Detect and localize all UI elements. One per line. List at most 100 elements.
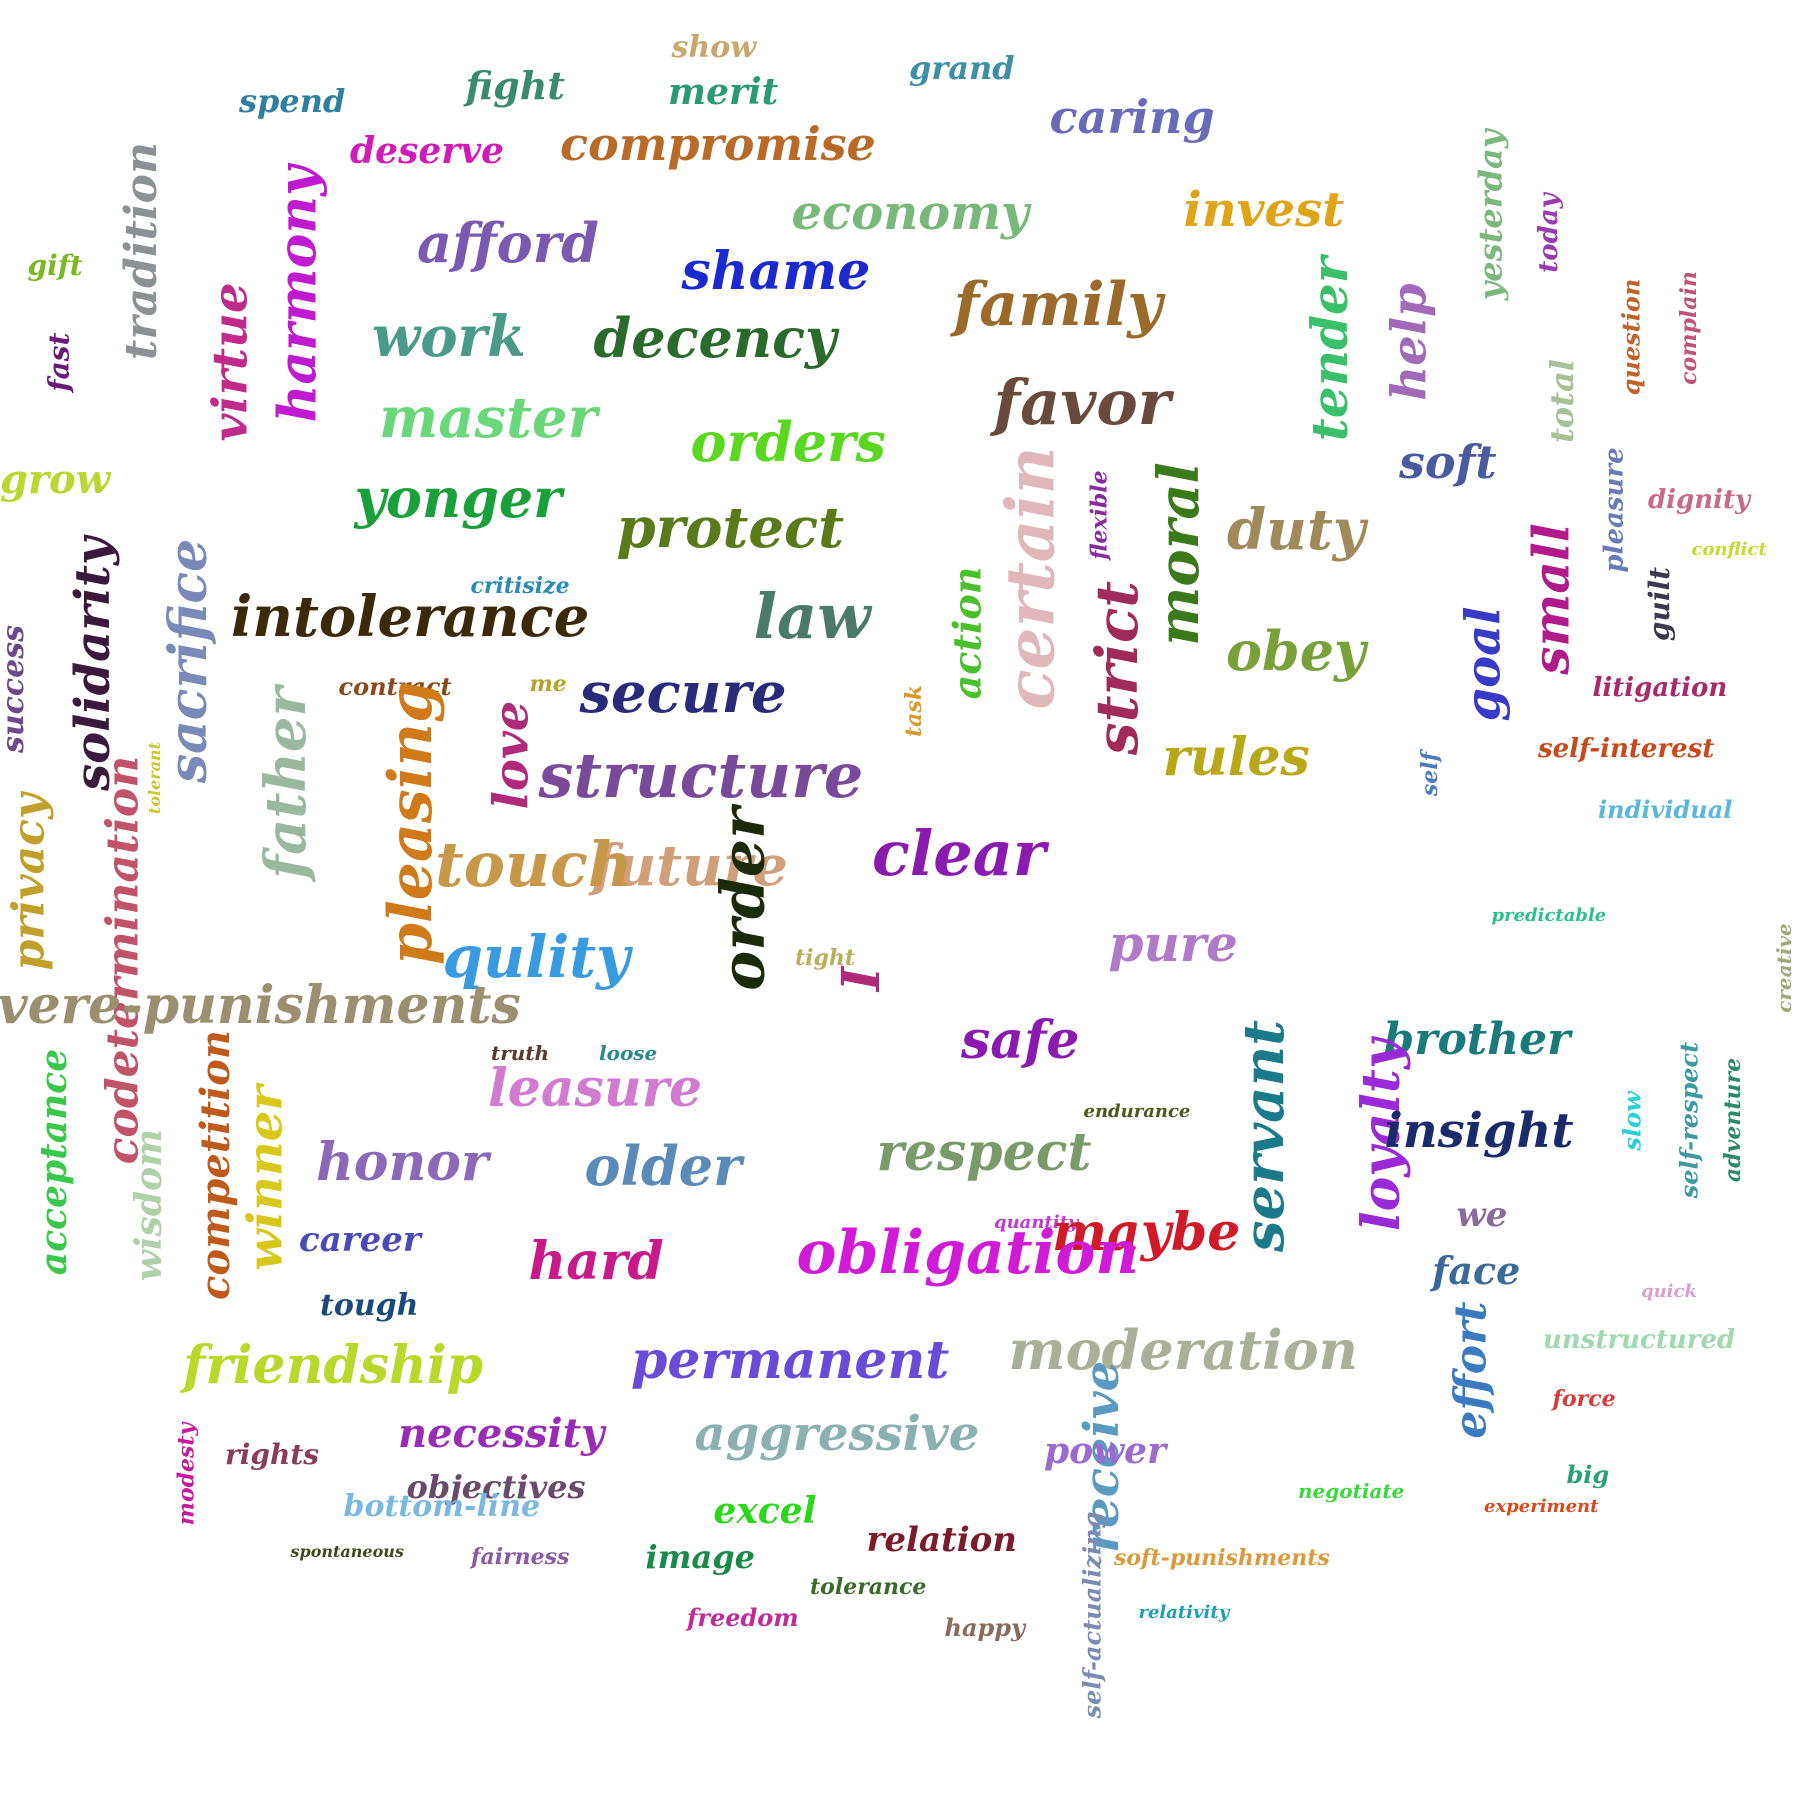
word-friendship: friendship	[183, 1335, 483, 1396]
word-freedom: freedom	[687, 1603, 799, 1632]
word-conflict: conflict	[1691, 539, 1767, 560]
word-compromise: compromise	[560, 117, 876, 171]
word-pleasure: pleasure	[1599, 447, 1630, 573]
word-love: love	[482, 700, 539, 810]
word-sacrifice: sacrifice	[158, 538, 220, 784]
word-dignity: dignity	[1648, 485, 1751, 515]
word-relativity: relativity	[1138, 1602, 1230, 1623]
word-intolerance: intolerance	[231, 584, 590, 650]
word-virtue: virtue	[202, 282, 259, 442]
word-career: career	[299, 1220, 421, 1260]
word-future: future	[591, 833, 789, 899]
word-grow: grow	[0, 456, 111, 503]
word-structure: structure	[538, 739, 864, 812]
word-pure: pure	[1108, 914, 1238, 973]
word-work: work	[372, 304, 526, 370]
word-moderation: moderation	[1008, 1318, 1358, 1382]
word-self-actualizing: self-actualizing	[1076, 1511, 1106, 1719]
word-favor: favor	[993, 366, 1171, 439]
word-obligation: obligation	[796, 1218, 1140, 1288]
word-force: force	[1552, 1386, 1616, 1412]
word-power: power	[1044, 1430, 1167, 1472]
word-necessity: necessity	[398, 1410, 605, 1457]
word-happy: happy	[944, 1613, 1026, 1642]
word-small: small	[1521, 523, 1581, 675]
word-loose: loose	[599, 1041, 658, 1065]
word-law: law	[753, 580, 871, 653]
word-insight: insight	[1384, 1103, 1574, 1159]
word-clear: clear	[872, 817, 1046, 890]
word-negotiate: negotiate	[1298, 1479, 1405, 1503]
word-quantity: quantity	[994, 1212, 1079, 1233]
word-privacy: privacy	[3, 793, 55, 971]
word-touch: touch	[435, 828, 633, 901]
word-objectives: objectives	[406, 1468, 586, 1506]
word-goal: goal	[1454, 606, 1511, 722]
word-deserve: deserve	[350, 130, 505, 172]
word-codetermination: codetermination	[96, 755, 148, 1165]
word-big: big	[1566, 1460, 1610, 1489]
word-certain: certain	[991, 446, 1070, 710]
word-invest: invest	[1183, 182, 1345, 238]
word-me: me	[529, 671, 567, 697]
word-slow: slow	[1617, 1091, 1647, 1151]
word-i: I	[831, 966, 893, 992]
word-maybe: maybe	[1052, 1202, 1241, 1263]
word-unstructured: unstructured	[1543, 1325, 1736, 1355]
word-moral: moral	[1145, 462, 1212, 646]
word-tender: tender	[1300, 256, 1360, 442]
word-flexible: flexible	[1086, 470, 1113, 560]
word-brother: brother	[1383, 1014, 1571, 1065]
word-question: question	[1615, 278, 1645, 396]
word-winner: winner	[237, 1085, 294, 1271]
word-severe-punishments: severe-punishments	[0, 975, 521, 1036]
word-self: self	[1417, 751, 1444, 797]
word-tough: tough	[320, 1288, 419, 1323]
word-show: show	[671, 30, 757, 65]
word-harmony: harmony	[266, 165, 328, 423]
word-litigation: litigation	[1592, 673, 1728, 703]
word-face: face	[1432, 1248, 1521, 1293]
word-servant: servant	[1231, 1019, 1298, 1253]
word-individual: individual	[1598, 795, 1733, 824]
word-tolerance: tolerance	[810, 1574, 927, 1600]
word-afford: afford	[417, 211, 599, 275]
word-excel: excel	[713, 1490, 817, 1532]
word-contract: contract	[338, 672, 452, 701]
word-caring: caring	[1049, 90, 1215, 144]
word-total: total	[1542, 359, 1581, 443]
word-endurance: endurance	[1083, 1101, 1191, 1122]
word-soft-punishments: soft-punishments	[1114, 1545, 1330, 1571]
word-fast: fast	[41, 332, 75, 392]
word-older: older	[584, 1134, 742, 1198]
word-creative: creative	[1771, 923, 1796, 1013]
word-critisize: critisize	[470, 573, 570, 599]
word-decency: decency	[593, 306, 837, 370]
word-respect: respect	[876, 1122, 1092, 1183]
word-spend: spend	[239, 82, 346, 120]
word-father: father	[253, 686, 320, 880]
word-fairness: fairness	[471, 1544, 570, 1570]
word-yesterday: yesterday	[1470, 129, 1509, 301]
word-adventure: adventure	[1720, 1057, 1747, 1183]
word-safe: safe	[961, 1010, 1080, 1071]
word-help: help	[1381, 283, 1438, 401]
word-quick: quick	[1641, 1281, 1697, 1302]
word-soft: soft	[1399, 435, 1497, 489]
word-predictable: predictable	[1491, 905, 1607, 926]
word-aggressive: aggressive	[694, 1406, 980, 1462]
word-fight: fight	[465, 63, 565, 108]
word-honor: honor	[316, 1132, 489, 1193]
word-action: action	[943, 566, 989, 700]
word-modesty: modesty	[172, 1422, 199, 1526]
word-economy: economy	[791, 185, 1029, 241]
word-complain: complain	[1675, 271, 1702, 385]
word-protect: protect	[616, 495, 844, 561]
word-tight: tight	[795, 945, 856, 971]
word-we: we	[1456, 1195, 1508, 1235]
word-orders: orders	[690, 410, 886, 474]
word-effort: effort	[1445, 1301, 1497, 1439]
word-competition: competition	[191, 1030, 239, 1300]
word-order: order	[708, 807, 779, 991]
